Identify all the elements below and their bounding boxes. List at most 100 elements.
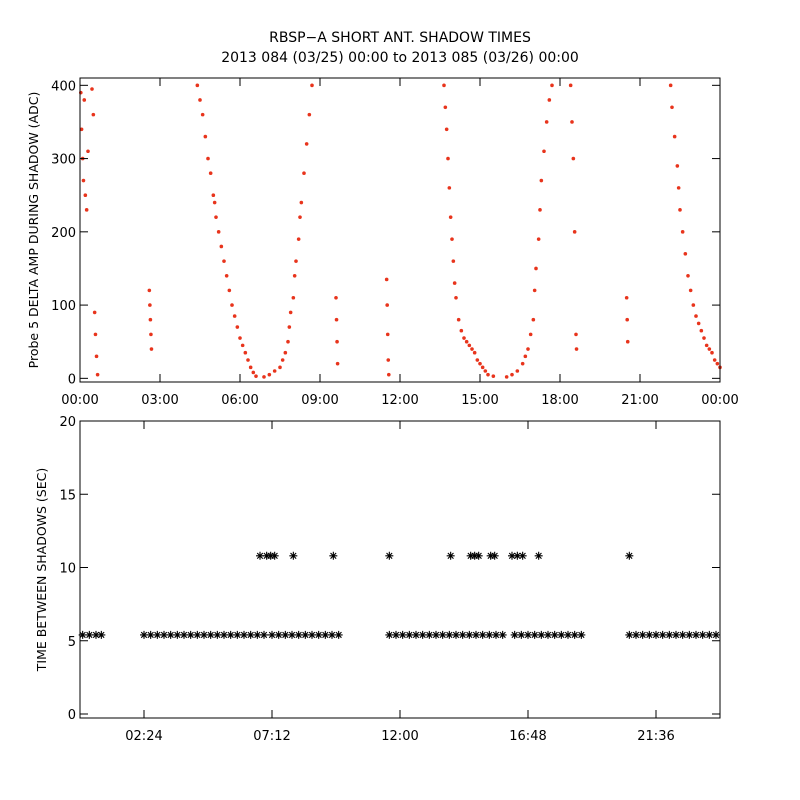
- point: [683, 252, 688, 256]
- point: [272, 369, 277, 373]
- point: [288, 310, 293, 315]
- point: [451, 259, 456, 263]
- point: [691, 303, 696, 307]
- point: [454, 295, 458, 300]
- marker: [314, 630, 323, 639]
- marker: [85, 630, 94, 639]
- marker: [537, 630, 546, 639]
- y-axis-title: TIME BETWEEN SHADOWS (SEC): [34, 468, 49, 673]
- point: [82, 98, 87, 102]
- point: [442, 83, 446, 88]
- point: [712, 358, 717, 362]
- point: [478, 361, 482, 366]
- point: [298, 215, 302, 219]
- point: [550, 83, 554, 88]
- point: [294, 259, 298, 263]
- marker: [478, 630, 487, 639]
- marker: [301, 630, 310, 639]
- marker: [652, 630, 660, 639]
- point: [307, 112, 312, 117]
- point: [254, 374, 258, 378]
- marker: [253, 630, 262, 639]
- marker: [328, 630, 336, 639]
- marker: [678, 630, 687, 639]
- point: [91, 112, 96, 117]
- x-tick-label: 02:24: [125, 729, 162, 744]
- marker: [564, 630, 572, 639]
- point: [574, 347, 579, 351]
- point: [672, 134, 677, 139]
- plot-frame: [79, 77, 721, 383]
- point: [83, 193, 88, 198]
- point: [310, 83, 314, 88]
- marker: [246, 630, 255, 639]
- point: [230, 303, 234, 307]
- point: [447, 186, 452, 190]
- point: [235, 325, 240, 329]
- marker: [658, 630, 667, 639]
- point: [216, 230, 221, 234]
- y-tick-label: 300: [51, 153, 76, 168]
- marker: [294, 630, 303, 639]
- marker: [240, 630, 248, 639]
- point: [520, 361, 525, 366]
- point: [200, 112, 205, 117]
- point: [472, 350, 477, 355]
- point: [707, 347, 712, 351]
- marker: [577, 630, 586, 639]
- marker: [160, 630, 168, 639]
- point: [280, 358, 285, 362]
- marker: [685, 630, 694, 639]
- point: [299, 200, 304, 205]
- marker: [140, 630, 148, 639]
- point: [491, 374, 496, 378]
- point: [148, 317, 153, 322]
- marker: [308, 630, 316, 639]
- marker: [712, 630, 720, 639]
- marker: [530, 630, 539, 639]
- marker: [270, 551, 279, 560]
- point: [510, 372, 514, 377]
- y-tick-label: 200: [51, 226, 76, 241]
- marker: [260, 630, 268, 639]
- point: [93, 332, 98, 337]
- point: [304, 142, 309, 146]
- plot-area: [79, 83, 722, 379]
- point: [211, 193, 216, 198]
- point: [462, 336, 466, 340]
- point: [675, 164, 680, 168]
- marker: [385, 630, 394, 639]
- y-tick-label: 400: [51, 79, 76, 94]
- marker: [458, 630, 467, 639]
- point: [385, 332, 390, 337]
- y-tick-label: 0: [68, 708, 76, 723]
- point: [219, 244, 224, 249]
- point: [539, 178, 544, 183]
- marker: [665, 630, 674, 639]
- point: [79, 127, 84, 132]
- marker: [281, 630, 290, 639]
- y-tick-label: 0: [68, 372, 76, 387]
- point: [90, 87, 94, 91]
- marker: [173, 630, 182, 639]
- x-tick-label: 00:00: [701, 393, 738, 408]
- point: [95, 372, 100, 377]
- x-tick-label: 16:48: [509, 729, 546, 744]
- point: [206, 156, 210, 161]
- point: [292, 273, 297, 278]
- point: [710, 350, 714, 355]
- point: [702, 336, 706, 340]
- point: [94, 354, 99, 359]
- point: [214, 215, 218, 219]
- marker: [321, 630, 330, 639]
- point: [208, 171, 213, 176]
- marker: [544, 630, 552, 639]
- marker: [513, 551, 522, 560]
- point: [670, 105, 674, 110]
- marker: [274, 630, 283, 639]
- marker: [534, 551, 543, 560]
- point: [335, 339, 339, 344]
- point: [446, 156, 450, 161]
- point: [240, 343, 245, 348]
- marker: [186, 630, 195, 639]
